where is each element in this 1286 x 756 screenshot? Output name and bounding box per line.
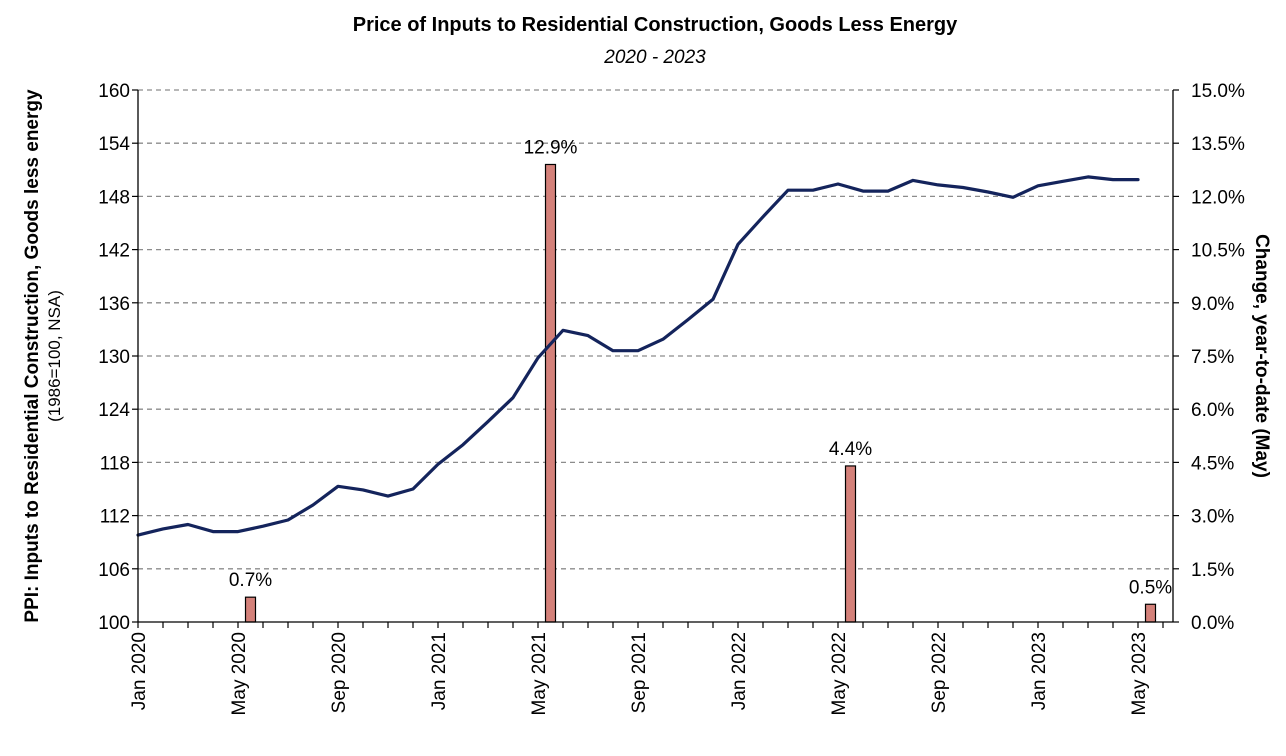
x-axis-ticks: Jan 2020 May 2020 Sep 2020 Jan 2021 May 2021…: [129, 632, 1150, 715]
x-tick-label: Sep 2022: [929, 632, 950, 713]
x-tick-label: Jan 2023: [1029, 632, 1050, 710]
left-tick-label: 148: [98, 187, 130, 208]
bar: [1144, 603, 1157, 623]
axes: [132, 89, 1179, 628]
x-tick-label: May 2021: [529, 632, 550, 715]
ppi-line: [136, 175, 1140, 537]
x-tick-label: May 2023: [1129, 632, 1150, 715]
left-tick-label: 106: [98, 560, 130, 581]
bar: [844, 465, 857, 623]
bar-data-label: 0.7%: [229, 570, 272, 591]
right-tick-label: 13.5%: [1191, 134, 1245, 155]
right-tick-label: 7.5%: [1191, 347, 1234, 368]
chart-subtitle: 2020 - 2023: [603, 47, 706, 68]
x-tick-label: Sep 2021: [629, 632, 650, 713]
line-series: [136, 175, 1140, 537]
x-tick-label: May 2022: [829, 632, 850, 715]
x-tick-label: Sep 2020: [329, 632, 350, 713]
bar-data-label: 12.9%: [524, 137, 578, 158]
left-axis-subtitle: (1986=100, NSA): [45, 290, 64, 422]
right-tick-label: 12.0%: [1191, 187, 1245, 208]
right-tick-label: 4.5%: [1191, 453, 1234, 474]
right-tick-label: 9.0%: [1191, 294, 1234, 315]
left-tick-label: 100: [98, 613, 130, 634]
bar: [244, 596, 257, 623]
right-tick-label: 1.5%: [1191, 560, 1234, 581]
right-axis-title: Change, year-to-date (May): [1251, 234, 1272, 478]
right-tick-label: 6.0%: [1191, 400, 1234, 421]
x-tick-label: Jan 2021: [429, 632, 450, 710]
left-tick-label: 112: [100, 507, 130, 528]
x-tick-label: May 2020: [229, 632, 250, 715]
right-axis-ticks: 0.0% 1.5% 3.0% 4.5% 6.0% 7.5% 9.0% 10.5% 12.0% 13…: [1191, 81, 1245, 634]
left-tick-label: 136: [98, 294, 130, 315]
x-tick-label: Jan 2020: [129, 632, 150, 710]
right-tick-label: 3.0%: [1191, 507, 1234, 528]
bar-data-label: 4.4%: [829, 439, 872, 460]
bar-data-labels: 0.7% 12.9% 4.4% 0.5%: [229, 137, 1172, 598]
gridlines: [138, 89, 1173, 570]
left-tick-label: 118: [100, 453, 130, 474]
left-tick-label: 154: [98, 134, 130, 155]
left-tick-label: 142: [98, 241, 130, 262]
bar-series: [244, 163, 1157, 623]
x-tick-label: Jan 2022: [729, 632, 750, 710]
left-axis-ticks: 100 106 112 118 124 130 136 142 148 154 160: [98, 81, 130, 634]
bar-data-label: 0.5%: [1129, 577, 1172, 598]
left-tick-label: 130: [98, 347, 130, 368]
right-tick-label: 10.5%: [1191, 241, 1245, 262]
bar: [544, 163, 557, 623]
left-tick-label: 124: [98, 400, 130, 421]
right-tick-label: 0.0%: [1191, 613, 1234, 634]
left-tick-label: 160: [98, 81, 130, 102]
right-tick-label: 15.0%: [1191, 81, 1245, 102]
chart-title: Price of Inputs to Residential Construct…: [353, 14, 958, 36]
left-axis-title: PPI: Inputs to Residential Construction,…: [22, 89, 43, 623]
